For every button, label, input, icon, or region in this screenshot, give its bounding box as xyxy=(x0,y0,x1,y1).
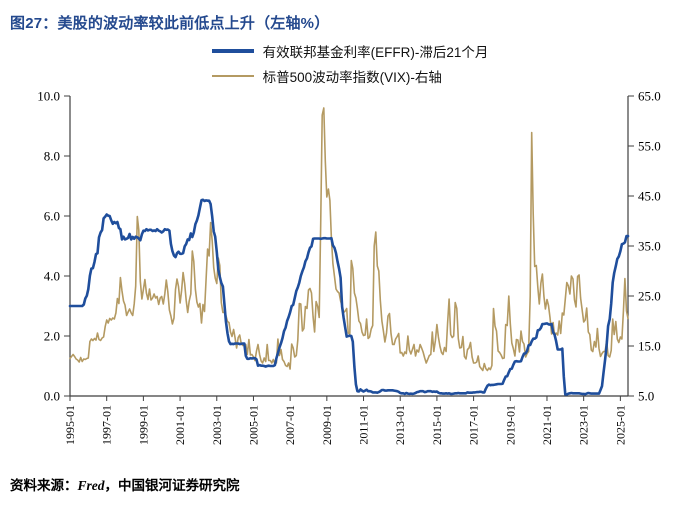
figure-title: 图27：美股的波动率较此前低点上升（左轴%） xyxy=(10,15,330,32)
svg-text:4.0: 4.0 xyxy=(44,269,60,284)
source-name: Fred xyxy=(77,478,105,493)
legend-label-effr: 有效联邦基金利率(EFFR)-滞后21个月 xyxy=(262,45,489,60)
vix-line-swatch xyxy=(211,74,254,78)
source-suffix: ，中国银河证券研究院 xyxy=(104,478,240,493)
svg-text:5.0: 5.0 xyxy=(638,389,654,404)
svg-text:65.0: 65.0 xyxy=(638,89,661,104)
source-note: 资料来源：Fred，中国银河证券研究院 xyxy=(0,466,700,494)
source-prefix: 资料来源： xyxy=(10,478,78,493)
legend-item-effr: 有效联邦基金利率(EFFR)-滞后21个月 xyxy=(211,41,489,61)
svg-text:2017-01: 2017-01 xyxy=(467,405,481,445)
legend-item-vix: 标普500波动率指数(VIX)-右轴 xyxy=(211,66,442,86)
svg-text:10.0: 10.0 xyxy=(37,89,60,104)
svg-text:55.0: 55.0 xyxy=(638,139,661,154)
svg-text:45.0: 45.0 xyxy=(638,189,661,204)
svg-text:35.0: 35.0 xyxy=(638,239,661,254)
svg-text:1999-01: 1999-01 xyxy=(136,405,150,445)
svg-text:2003-01: 2003-01 xyxy=(210,405,224,445)
svg-text:1997-01: 1997-01 xyxy=(100,405,114,445)
svg-text:2001-01: 2001-01 xyxy=(173,405,187,445)
effr-line-swatch xyxy=(211,49,254,53)
chart-legend: 有效联邦基金利率(EFFR)-滞后21个月 标普500波动率指数(VIX)-右轴 xyxy=(0,41,700,86)
legend-items: 有效联邦基金利率(EFFR)-滞后21个月 标普500波动率指数(VIX)-右轴 xyxy=(211,41,489,86)
svg-text:0.0: 0.0 xyxy=(44,389,60,404)
svg-text:2011-01: 2011-01 xyxy=(357,405,371,445)
svg-text:8.0: 8.0 xyxy=(44,149,60,164)
svg-text:2021-01: 2021-01 xyxy=(540,405,554,445)
svg-text:2013-01: 2013-01 xyxy=(393,405,407,445)
line-chart: 0.0 2.0 4.0 6.0 8.0 10.0 5.0 15.0 25.0 35.0 45.0 55… xyxy=(37,89,661,446)
legend-label-vix: 标普500波动率指数(VIX)-右轴 xyxy=(262,70,442,85)
svg-text:2015-01: 2015-01 xyxy=(430,405,444,445)
svg-text:15.0: 15.0 xyxy=(638,339,661,354)
svg-text:2009-01: 2009-01 xyxy=(320,405,334,445)
svg-text:2023-01: 2023-01 xyxy=(577,405,591,445)
svg-text:1995-01: 1995-01 xyxy=(63,405,77,445)
svg-text:2007-01: 2007-01 xyxy=(283,405,297,445)
svg-text:2019-01: 2019-01 xyxy=(503,405,517,445)
svg-text:2005-01: 2005-01 xyxy=(246,405,260,445)
svg-text:2025-01: 2025-01 xyxy=(613,405,627,445)
svg-text:25.0: 25.0 xyxy=(638,289,661,304)
svg-text:6.0: 6.0 xyxy=(44,209,60,224)
svg-text:2.0: 2.0 xyxy=(44,329,60,344)
